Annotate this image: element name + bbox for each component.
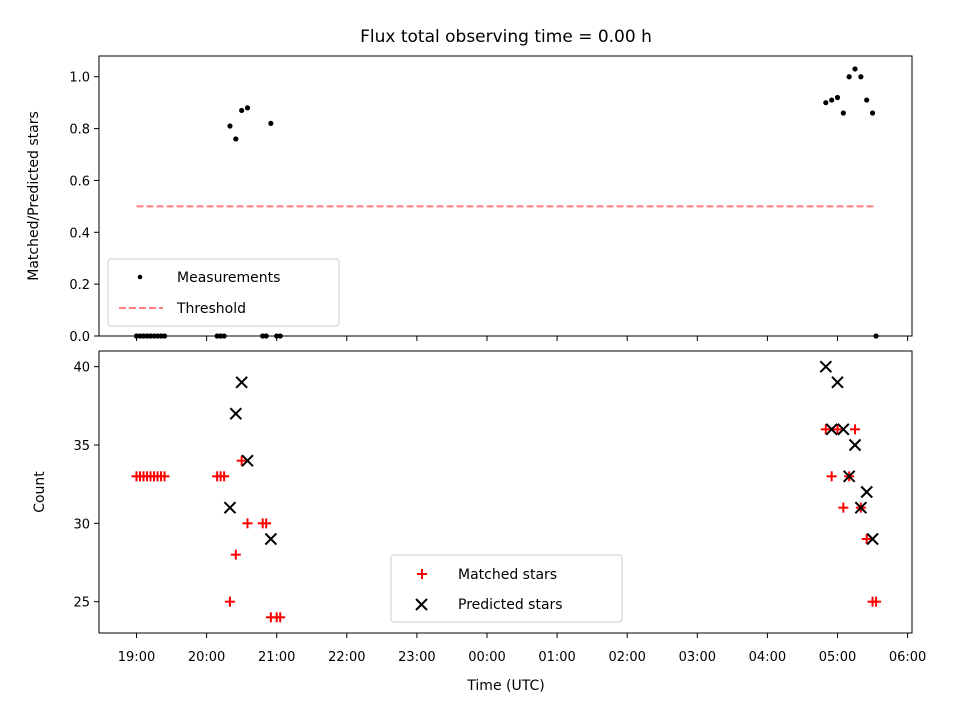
predicted-star-point bbox=[819, 360, 833, 373]
predicted-star-point bbox=[229, 407, 243, 420]
xtick-label: 06:00 bbox=[889, 650, 926, 665]
top-legend-box bbox=[107, 258, 340, 327]
xtick-label: 19:00 bbox=[118, 650, 155, 665]
matched-star-point bbox=[838, 502, 849, 513]
matched-star-point bbox=[871, 596, 882, 607]
predicted-star-point bbox=[854, 501, 868, 514]
top-ytick-label: 0.6 bbox=[69, 174, 90, 189]
xtick-label: 23:00 bbox=[398, 650, 435, 665]
measurement-point bbox=[846, 74, 852, 80]
legend-matched-label: Matched stars bbox=[458, 567, 557, 583]
predicted-star-point bbox=[235, 376, 248, 389]
matched-star-point bbox=[224, 596, 235, 607]
matched-star-point bbox=[242, 518, 253, 529]
predicted-star-point bbox=[831, 376, 844, 389]
bottom-legend: Matched stars Predicted stars bbox=[390, 554, 623, 623]
matched-star-point bbox=[826, 471, 837, 482]
bottom-y-ticks: 25 30 35 40 bbox=[73, 361, 99, 611]
bottom-panel: 25 30 35 40 19:00 20:00 21:00 22:00 23:00 00:00 0… bbox=[32, 350, 926, 694]
measurement-point bbox=[244, 105, 251, 111]
xtick-label: 00:00 bbox=[468, 650, 505, 665]
matched-star-point bbox=[236, 455, 247, 466]
top-x-ticks bbox=[136, 336, 909, 341]
measurement-point bbox=[268, 120, 274, 127]
bottom-legend-box bbox=[390, 554, 623, 623]
matched-star-point bbox=[230, 549, 241, 560]
legend-measurements-marker bbox=[137, 274, 143, 280]
predicted-star-point bbox=[223, 501, 237, 514]
matched-star-point bbox=[832, 424, 843, 435]
predicted-star-point bbox=[866, 532, 879, 546]
measurement-point bbox=[869, 110, 876, 116]
matched-star-point bbox=[275, 612, 286, 623]
measurement-point bbox=[858, 74, 864, 80]
bottom-y-axis-label: Count bbox=[32, 471, 48, 513]
predicted-star-point bbox=[264, 532, 278, 546]
measurement-point bbox=[823, 100, 829, 106]
matched-star-point bbox=[861, 534, 872, 544]
chart-title: Flux total observing time = 0.00 h bbox=[360, 27, 652, 47]
measurement-point bbox=[834, 94, 841, 101]
measurement-point bbox=[239, 107, 245, 114]
xtick-label: 05:00 bbox=[819, 650, 856, 665]
predicted-star-point bbox=[860, 485, 873, 499]
xtick-label: 21:00 bbox=[258, 650, 295, 665]
top-ytick-label: 0.2 bbox=[69, 278, 90, 293]
measurement-point bbox=[227, 123, 233, 129]
measurement-point bbox=[161, 333, 168, 339]
xtick-label: 02:00 bbox=[608, 650, 645, 665]
measurement-point bbox=[864, 97, 870, 103]
legend-threshold-label: Threshold bbox=[176, 301, 246, 317]
x-axis-label: Time (UTC) bbox=[466, 678, 544, 694]
top-ytick-label: 0.8 bbox=[69, 123, 90, 138]
matched-star-point bbox=[219, 471, 230, 482]
top-ytick-label: 0.0 bbox=[69, 330, 90, 345]
bottom-x-ticks: 19:00 20:00 21:00 22:00 23:00 00:00 01:00 02:00… bbox=[118, 633, 926, 665]
bottom-ytick-label: 30 bbox=[73, 517, 90, 532]
predicted-star-point bbox=[837, 423, 850, 436]
top-y-ticks: 0.0 0.2 0.4 0.6 0.8 1.0 bbox=[69, 71, 99, 345]
top-legend: Measurements Threshold bbox=[107, 258, 340, 327]
predicted-star-point bbox=[825, 423, 838, 436]
matched-star-point bbox=[261, 518, 272, 529]
predicted-star-point bbox=[842, 470, 856, 483]
measurement-point bbox=[852, 66, 858, 72]
xtick-label: 20:00 bbox=[188, 650, 225, 665]
measurement-point bbox=[221, 333, 227, 339]
xtick-label: 03:00 bbox=[679, 650, 716, 665]
predicted-star-point bbox=[848, 438, 862, 452]
measurement-point bbox=[840, 110, 846, 116]
legend-predicted-label: Predicted stars bbox=[458, 597, 563, 613]
bottom-series bbox=[131, 360, 882, 623]
top-ytick-label: 0.4 bbox=[69, 226, 90, 241]
xtick-label: 04:00 bbox=[749, 650, 786, 665]
predicted-star-point bbox=[241, 454, 254, 467]
measurement-point bbox=[829, 97, 835, 103]
xtick-label: 22:00 bbox=[328, 650, 365, 665]
bottom-ytick-label: 25 bbox=[73, 596, 90, 611]
measurement-point bbox=[233, 136, 239, 142]
legend-measurements-label: Measurements bbox=[177, 270, 280, 286]
matched-star-point bbox=[820, 424, 831, 435]
bottom-ytick-label: 35 bbox=[73, 439, 90, 454]
bottom-ytick-label: 40 bbox=[73, 361, 90, 376]
legend-predicted-marker bbox=[415, 598, 428, 611]
legend-matched-marker bbox=[417, 569, 427, 579]
measurement-point bbox=[263, 333, 269, 339]
xtick-label: 01:00 bbox=[538, 650, 575, 665]
measurement-point bbox=[277, 333, 283, 339]
top-panel: 0.0 0.2 0.4 0.6 0.8 1.0 Matched/Predicted sta… bbox=[26, 55, 913, 345]
matched-star-point bbox=[159, 471, 170, 482]
measurement-point bbox=[873, 333, 879, 339]
top-ytick-label: 1.0 bbox=[69, 71, 90, 86]
top-y-axis-label: Matched/Predicted stars bbox=[26, 111, 42, 281]
top-series bbox=[133, 66, 879, 339]
matched-star-point bbox=[850, 424, 861, 435]
